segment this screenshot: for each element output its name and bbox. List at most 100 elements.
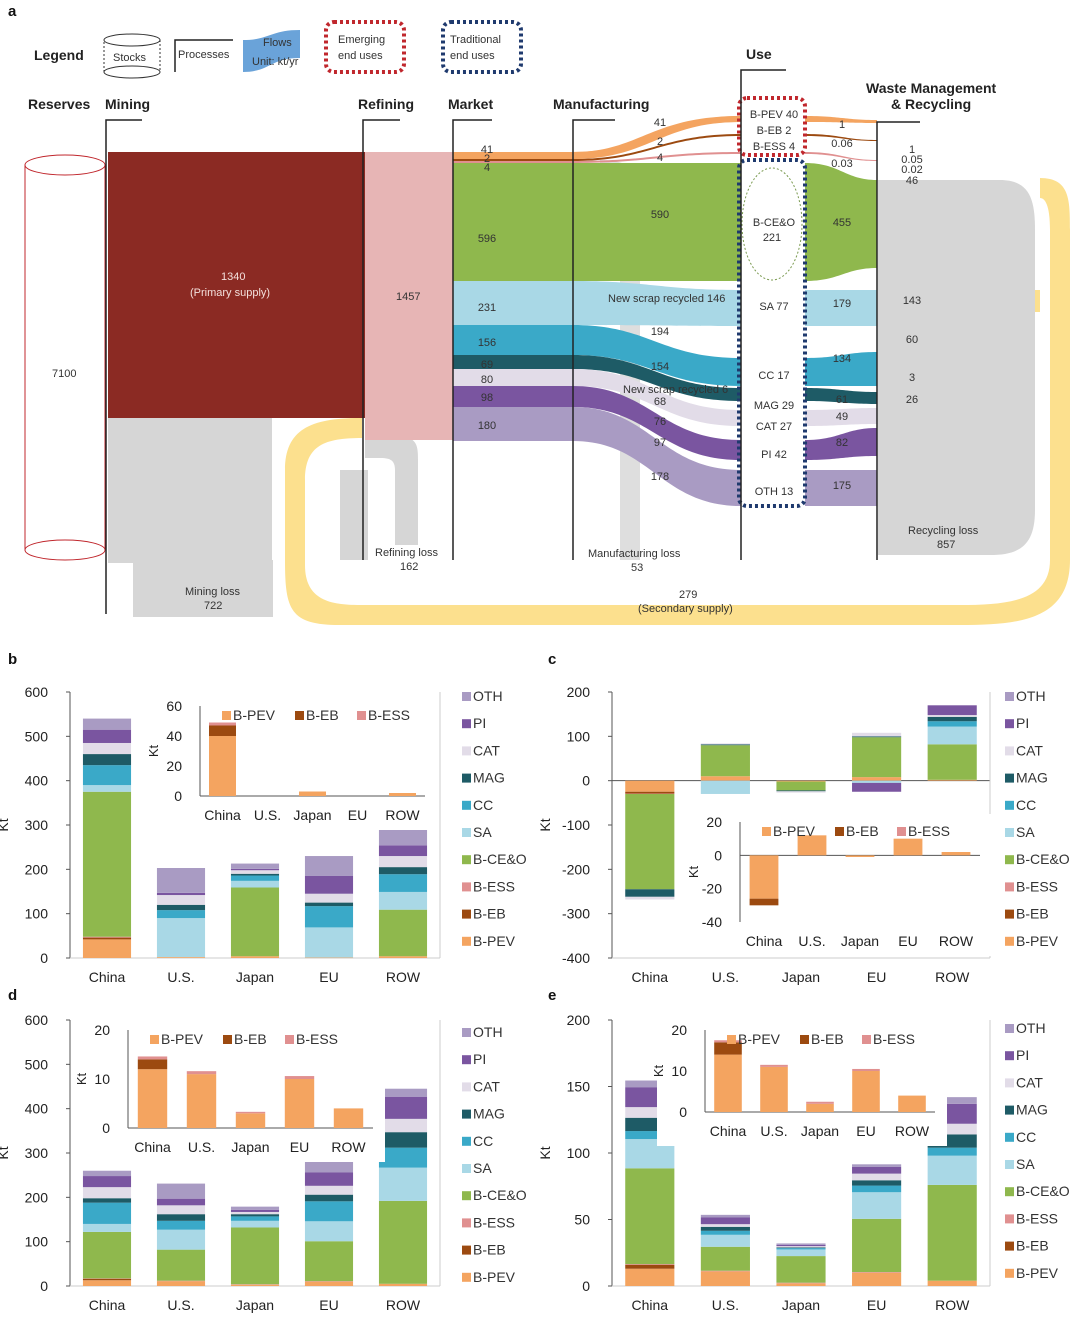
legend-label-B-PEV: B-PEV [1016,933,1059,949]
inset-bar-B-PEV-EU [284,1079,315,1128]
bar-SA-EU [852,1192,902,1219]
inset-legend-swatch-B-PEV [727,1035,736,1044]
bar-MAG-U.S. [700,744,750,746]
bar-B-ESS-EU [304,1281,354,1282]
inset-y-tick-label: 10 [94,1071,110,1087]
legend-emerging-box [324,20,406,74]
mfg-band-CC [573,325,741,386]
x-tick-label: China [632,1297,669,1313]
legend-label-B-PEV: B-PEV [473,1269,516,1285]
bar-CC-ROW [927,1147,977,1156]
market-value-6: 69 [481,359,493,371]
refining-value: 1457 [396,291,420,303]
use-label-5: SA 77 [759,301,788,313]
legend-flow-icon [243,30,300,72]
bar-B-ESS-U.S. [156,1280,206,1282]
legend-swatch-MAG [1005,773,1014,783]
market-value-3: 596 [478,233,496,245]
mfg-value-5: 154 [651,361,669,373]
bar-CAT-Japan [230,870,280,874]
bar-PI-Japan [230,868,280,871]
y-tick-label: 600 [25,1012,49,1028]
inset-legend-swatch-B-PEV [762,827,771,836]
panel-b-label: b [8,651,17,668]
bpev-highlight-band [453,116,741,159]
market-band-SA [453,281,573,325]
inset-y-tick-label: 0 [102,1120,110,1136]
inset-x-tick-label: China [204,807,241,823]
x-tick-label: U.S. [167,969,194,985]
refining-loss-box [340,470,368,560]
mfg-value-0: 41 [654,117,666,129]
bar-B-PEV-U.S. [156,957,206,958]
x-tick-label: Japan [236,969,274,985]
legend-emerging-line1: Emerging [338,34,385,46]
inset-y-axis-label: Kt [686,865,701,878]
y-tick-label: 100 [25,1234,49,1250]
inset-x-tick-label: Japan [841,933,879,949]
mining-loss-flow [108,418,272,563]
inset-bg [692,814,992,956]
reserves-stock [24,154,106,561]
bar-SA-ROW [927,726,977,745]
bar-B-CE&O-Japan [230,1227,280,1285]
inset-legend-label-B-ESS: B-ESS [368,707,410,723]
bar-PI-Japan [230,1209,280,1212]
legend-label-OTH: OTH [473,688,503,704]
bar-CC-ROW [378,1147,428,1168]
legend-swatch-B-EB [1005,1241,1014,1251]
bar-PI-U.S. [156,1198,206,1206]
legend-label-CC: CC [1016,797,1036,813]
bar-PI-China [82,1176,132,1188]
bar-SA-China [82,1223,132,1232]
mfg-loss-label: Manufacturing loss [588,548,681,560]
inset-legend-swatch-B-PEV [150,1035,159,1044]
y-tick-label: 100 [567,1145,591,1161]
bar-PI-EU [852,782,902,792]
bar-MAG-U.S. [156,904,206,911]
bar-CC-Japan [230,875,280,881]
bar-CAT-EU [852,732,902,737]
bar-B-CE&O-Japan [776,781,826,791]
bar-CAT-ROW [927,715,977,717]
inset-bar-B-ESS-EU [852,1068,880,1071]
inset-legend-swatch-B-EB [800,1035,809,1044]
bar-SA-Japan [230,880,280,888]
bar-PI-ROW [927,705,977,716]
bar-B-ESS-China [625,793,675,795]
inset-y-tick-label: 10 [671,1063,687,1079]
bar-MAG-ROW [378,867,428,875]
bar-MAG-ROW [927,716,977,722]
legend-label-B-EB: B-EB [1016,1238,1049,1254]
recycling-loss-label: Recycling loss [908,525,979,537]
bar-CAT-Japan [230,1211,280,1215]
market-value-8: 98 [481,392,493,404]
legend-label-CAT: CAT [1016,1074,1043,1090]
bar-PI-EU [852,1166,902,1174]
market-value-5: 156 [478,337,496,349]
bar-B-CE&O-U.S. [156,1249,206,1281]
inset-x-tick-label: Japan [293,807,331,823]
use-label-7: MAG 29 [754,400,794,412]
mfg-value-3: 590 [651,209,669,221]
legend-swatch-PI [462,1055,471,1065]
bar-B-PEV-EU [852,1272,902,1286]
inset-x-tick-label: EU [898,933,917,949]
inset-legend-label-B-PEV: B-PEV [773,823,816,839]
legend-swatch-PI [1005,719,1014,729]
use-label-10: OTH 13 [755,486,794,498]
y-tick-label: -300 [562,906,590,922]
inset-y-tick-label: 20 [671,1022,687,1038]
bar-B-CE&O-Japan [230,887,280,957]
inset-bar-B-ESS-China [137,1056,168,1060]
bar-OTH-U.S. [156,1183,206,1199]
legend-stocks-label: Stocks [113,52,147,64]
bar-B-PEV-EU [852,777,902,781]
bar-B-EB-China [625,791,675,794]
reserves-value: 7100 [52,368,76,380]
bar-OTH-China [625,1080,675,1088]
manufacturing-process-bar [572,119,615,560]
y-tick-label: 0 [582,1278,590,1294]
bar-SA-U.S. [700,1234,750,1247]
